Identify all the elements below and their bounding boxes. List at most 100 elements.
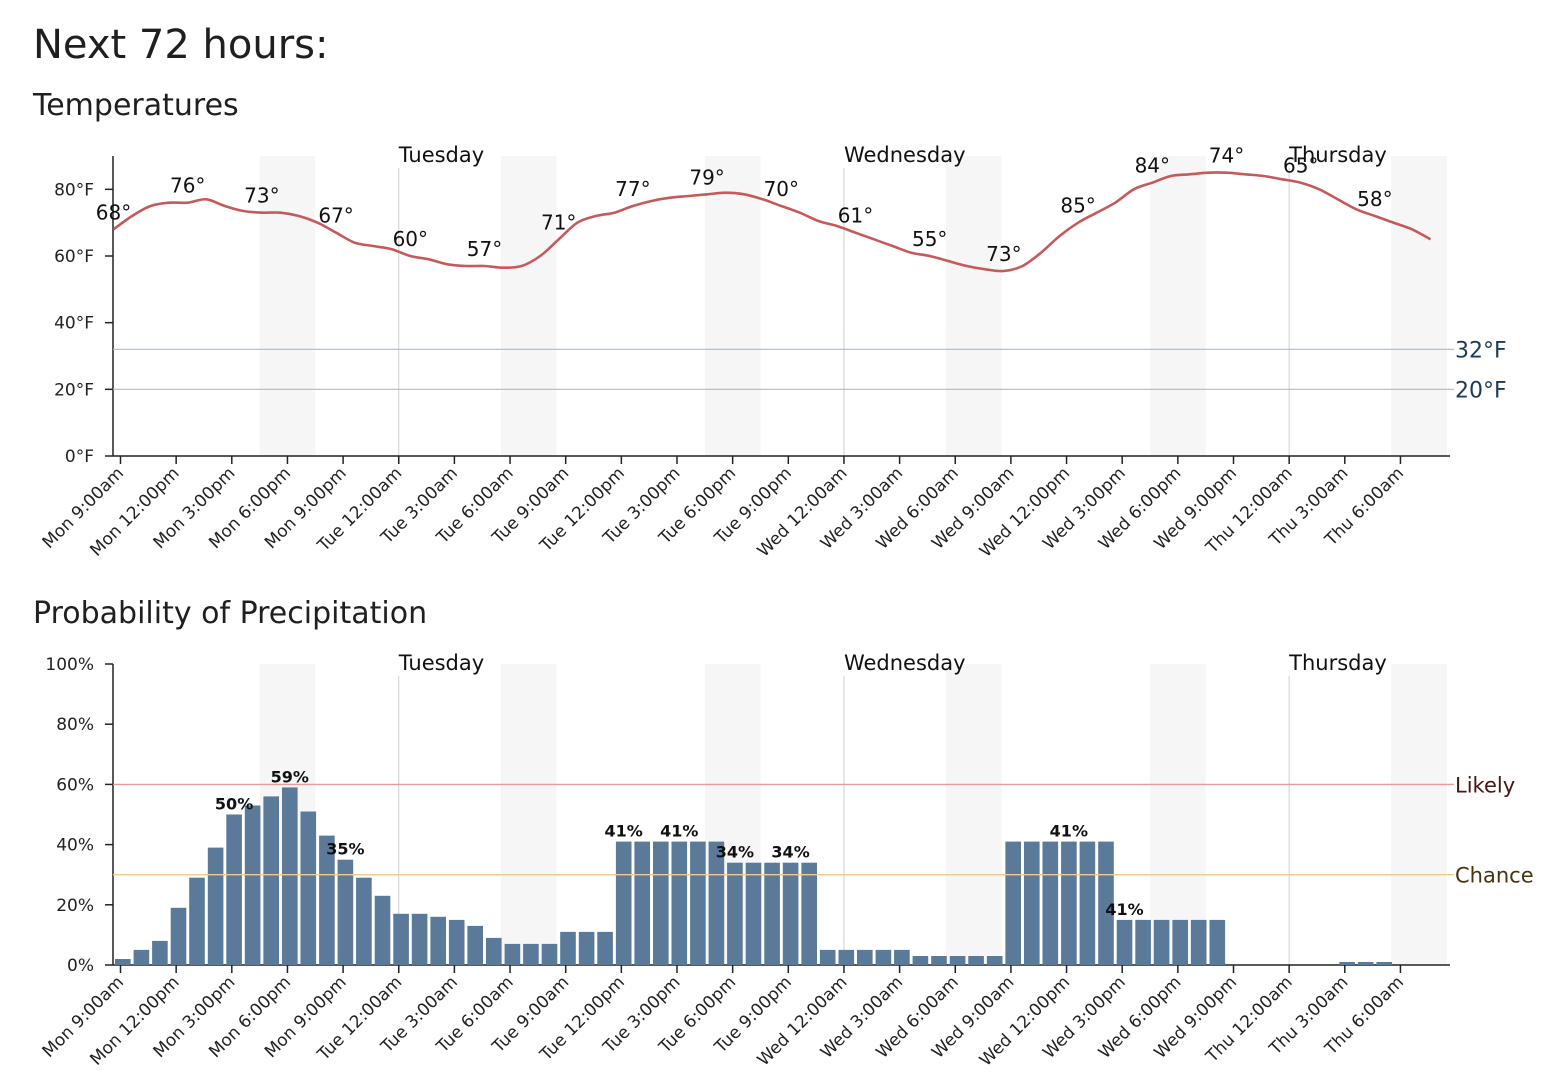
temp-y-tick-label: 0°F: [65, 447, 94, 467]
temp-day-label: Thursday: [1288, 143, 1387, 167]
precipitation-chart-title: Probability of Precipitation: [33, 596, 428, 631]
temp-day-label: Wednesday: [844, 143, 966, 167]
precipitation-bar: [1024, 841, 1040, 965]
precip-day-label: Thursday: [1288, 651, 1387, 675]
temperature-chart: Tuesday Wednesday Thursday 0°F 20°F 40°F 60°F 8…: [39, 143, 1507, 560]
precipitation-bar: [133, 949, 150, 965]
temp-reference-label: 20°F: [1455, 378, 1507, 403]
precipitation-data-label: 59%: [271, 767, 309, 786]
precipitation-bar: [708, 841, 725, 965]
temperature-data-label: 58°: [1357, 187, 1392, 211]
precipitation-bar: [523, 943, 539, 965]
temperature-data-label: 85°: [1060, 194, 1095, 218]
temp-night-band: [500, 156, 557, 456]
precip-night-band: [945, 664, 1002, 965]
temperature-data-label: 84°: [1135, 154, 1170, 178]
precipitation-bar: [541, 943, 558, 965]
precipitation-bar: [393, 913, 409, 965]
precipitation-bar: [282, 787, 298, 965]
precip-day-label: Wednesday: [844, 651, 966, 675]
precipitation-data-label: 35%: [326, 840, 364, 859]
precipitation-bar: [486, 937, 502, 965]
precipitation-bar: [1079, 841, 1096, 965]
precipitation-bar: [1190, 919, 1207, 965]
precipitation-bar: [875, 949, 892, 965]
precipitation-bar: [615, 841, 632, 965]
temp-night-band: [704, 156, 761, 456]
precipitation-bar: [912, 956, 929, 965]
temp-y-tick-label: 20°F: [54, 380, 94, 400]
temperature-data-label: 73°: [244, 184, 279, 208]
temperature-data-label: 74°: [1209, 144, 1244, 168]
precipitation-bar: [578, 931, 595, 965]
precipitation-bar: [1135, 919, 1151, 965]
temp-night-band: [259, 156, 316, 456]
precip-night-band: [500, 664, 557, 965]
temperature-data-label: 77°: [615, 177, 650, 201]
precipitation-bar: [857, 949, 873, 965]
precipitation-data-label: 41%: [660, 822, 698, 841]
precipitation-bar: [430, 916, 446, 965]
precipitation-bar: [727, 862, 743, 965]
temp-y-tick-label: 40°F: [54, 314, 94, 334]
precipitation-bar: [968, 956, 984, 965]
precipitation-bar: [374, 895, 391, 965]
temp-reference-label: 32°F: [1455, 338, 1507, 363]
precipitation-bar: [745, 862, 762, 965]
precip-day-label: Tuesday: [398, 651, 484, 675]
precipitation-data-label: 41%: [604, 822, 642, 841]
precipitation-bar: [170, 907, 187, 965]
precipitation-bar: [949, 956, 966, 965]
precipitation-bar: [1042, 841, 1059, 965]
precipitation-bar: [801, 862, 817, 965]
temperature-data-label: 73°: [986, 242, 1021, 266]
precip-y-tick-label: 40%: [56, 836, 94, 856]
precipitation-bar: [337, 859, 354, 965]
precipitation-bar: [504, 943, 521, 965]
precip-y-tick-label: 60%: [56, 775, 94, 795]
precip-y-tick-label: 20%: [56, 896, 94, 916]
precipitation-bar: [244, 805, 261, 965]
precipitation-bar: [560, 931, 576, 965]
precipitation-bar: [819, 949, 836, 965]
precip-y-tick-label: 0%: [67, 956, 94, 976]
precip-reference-label: Likely: [1455, 773, 1515, 797]
precipitation-bar: [226, 814, 242, 965]
temperature-data-label: 79°: [689, 165, 724, 189]
precipitation-bar: [467, 925, 483, 965]
temperature-data-label: 57°: [467, 237, 502, 261]
precipitation-bar: [690, 841, 706, 965]
precipitation-bar: [411, 913, 428, 965]
precipitation-bar: [1172, 919, 1188, 965]
precipitation-bar: [838, 949, 855, 965]
precipitation-bar: [1153, 919, 1170, 965]
temperature-data-label: 60°: [393, 227, 428, 251]
precipitation-data-label: 41%: [1105, 900, 1143, 919]
precipitation-bar: [1357, 962, 1374, 965]
temperature-data-label: 71°: [541, 210, 576, 234]
precipitation-bar: [764, 862, 780, 965]
precipitation-bar: [1061, 841, 1077, 965]
temperature-data-label: 65°: [1283, 154, 1318, 178]
precipitation-bar: [782, 862, 799, 965]
precipitation-bar: [152, 940, 168, 965]
precipitation-bar: [263, 796, 279, 965]
temperature-data-label: 70°: [764, 177, 799, 201]
temp-night-band: [1150, 156, 1206, 456]
precipitation-bar: [1339, 962, 1355, 965]
precipitation-data-label: 50%: [215, 795, 253, 814]
precipitation-bar: [597, 931, 613, 965]
temperature-data-label: 68°: [96, 200, 131, 224]
temperature-line: [112, 171, 1432, 273]
precipitation-bar: [653, 841, 669, 965]
precipitation-bar: [319, 835, 335, 965]
precipitation-bar: [634, 841, 650, 965]
precip-y-tick-label: 80%: [56, 715, 94, 735]
precipitation-data-label: 34%: [771, 843, 809, 862]
precipitation-bar: [1005, 841, 1021, 965]
precipitation-bar: [671, 841, 688, 965]
precipitation-bar: [448, 919, 465, 965]
precip-y-tick-label: 100%: [45, 655, 94, 675]
temperature-data-label: 76°: [170, 174, 205, 198]
temp-night-band: [1391, 156, 1447, 456]
